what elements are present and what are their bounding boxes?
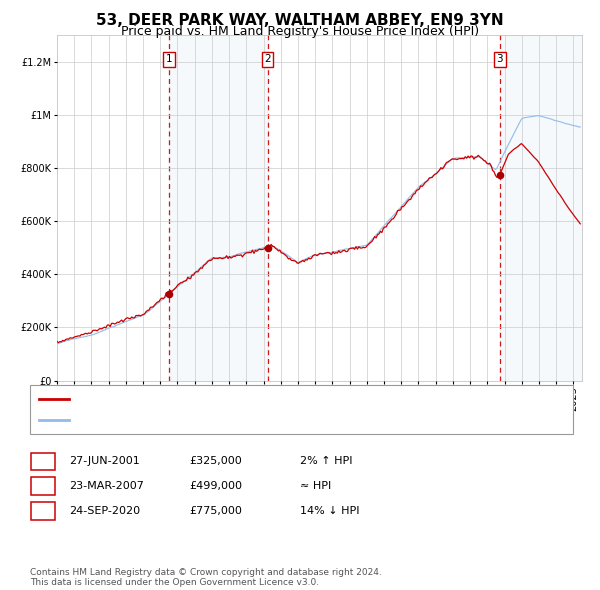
Text: 3: 3 (497, 54, 503, 64)
Text: 1: 1 (166, 54, 172, 64)
Text: £499,000: £499,000 (189, 481, 242, 491)
Text: 23-MAR-2007: 23-MAR-2007 (69, 481, 144, 491)
Text: 53, DEER PARK WAY, WALTHAM ABBEY, EN9 3YN: 53, DEER PARK WAY, WALTHAM ABBEY, EN9 3Y… (96, 13, 504, 28)
Text: 2% ↑ HPI: 2% ↑ HPI (300, 457, 353, 466)
Text: £775,000: £775,000 (189, 506, 242, 516)
Text: £325,000: £325,000 (189, 457, 242, 466)
Text: Contains HM Land Registry data © Crown copyright and database right 2024.
This d: Contains HM Land Registry data © Crown c… (30, 568, 382, 587)
Bar (169, 35, 268, 381)
Text: 53, DEER PARK WAY, WALTHAM ABBEY, EN9 3YN (detached house): 53, DEER PARK WAY, WALTHAM ABBEY, EN9 3Y… (72, 394, 442, 404)
Text: 14% ↓ HPI: 14% ↓ HPI (300, 506, 359, 516)
Text: 2: 2 (40, 481, 47, 491)
Text: 24-SEP-2020: 24-SEP-2020 (69, 506, 140, 516)
Text: ≈ HPI: ≈ HPI (300, 481, 331, 491)
Text: 3: 3 (40, 506, 47, 516)
Text: 1: 1 (40, 457, 47, 466)
Bar (500, 35, 582, 381)
Text: 27-JUN-2001: 27-JUN-2001 (69, 457, 140, 466)
Text: Price paid vs. HM Land Registry's House Price Index (HPI): Price paid vs. HM Land Registry's House … (121, 25, 479, 38)
Text: 2: 2 (264, 54, 271, 64)
Text: HPI: Average price, detached house, Epping Forest: HPI: Average price, detached house, Eppi… (72, 415, 355, 425)
